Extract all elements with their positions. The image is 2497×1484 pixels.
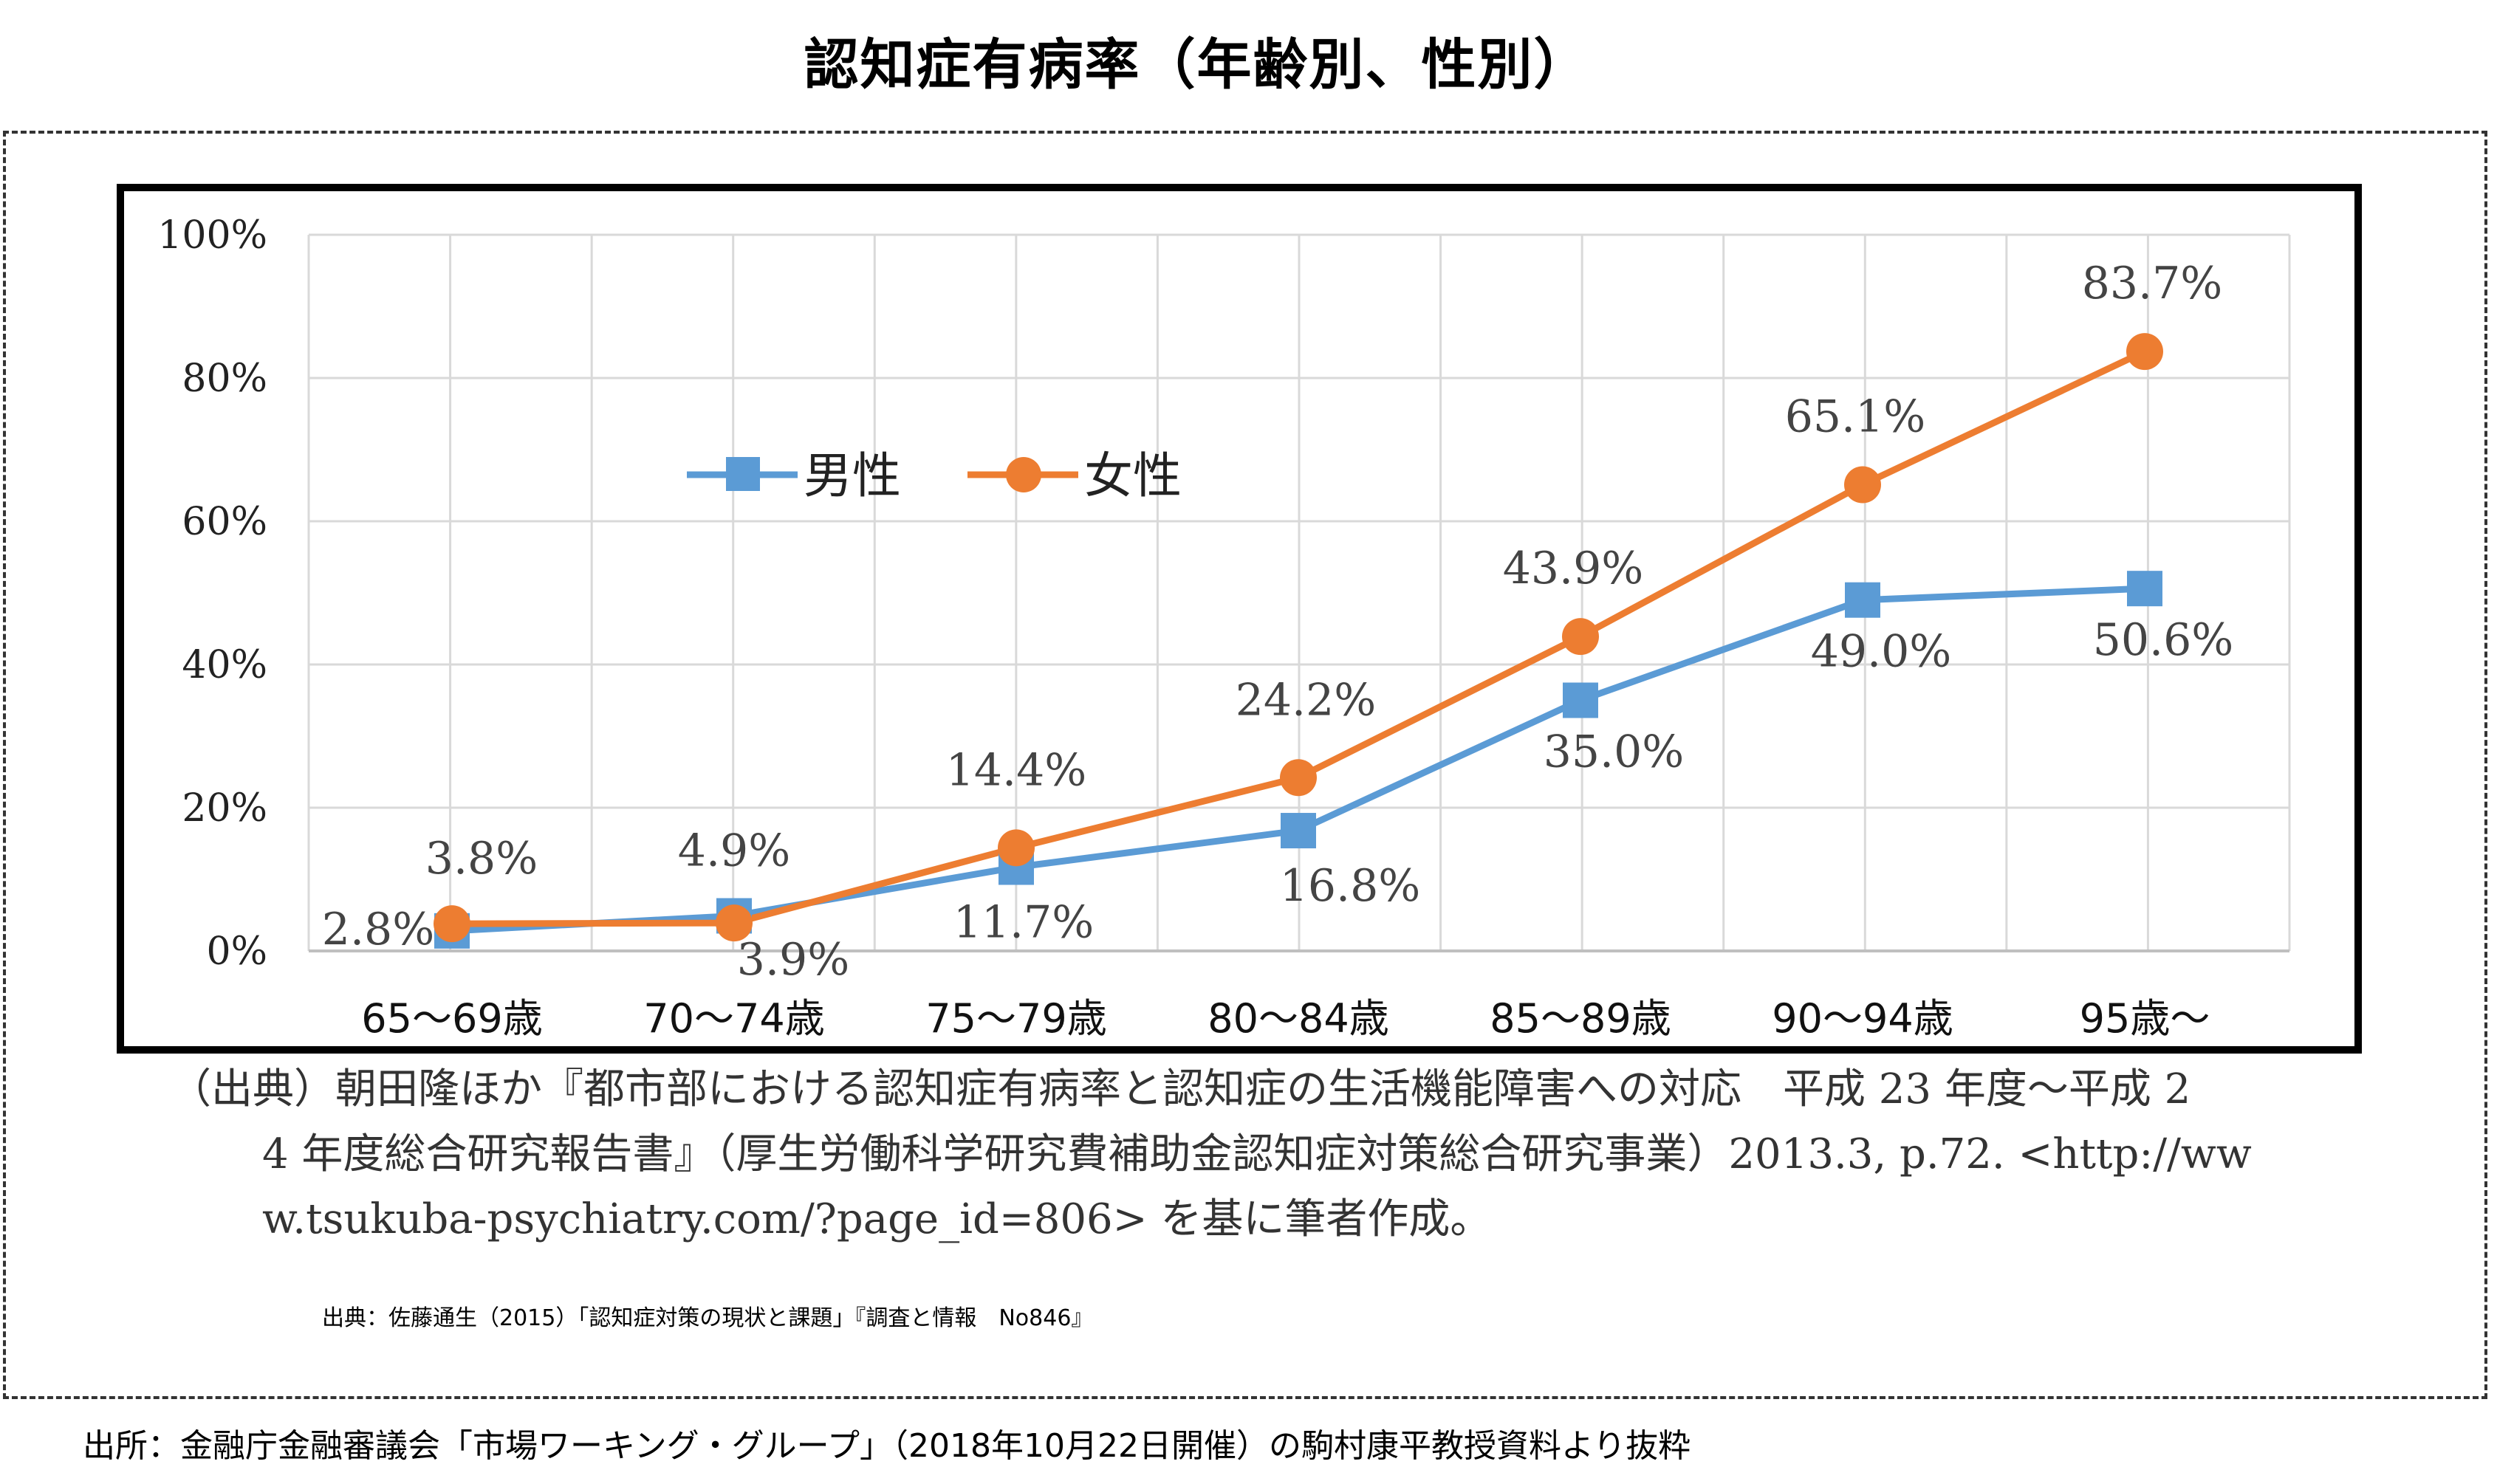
data-label-female: 83.7% (2082, 258, 2223, 309)
data-point-female (1562, 618, 1599, 656)
data-label-male: 35.0% (1544, 726, 1685, 778)
footer-source: 出所：金融庁金融審議会「市場ワーキング・グループ」（2018年10月22日開催）… (83, 1427, 1691, 1465)
page-title: 認知症有病率（年齢別、性別） (804, 33, 1590, 97)
data-point-female (2126, 333, 2163, 371)
data-point-male (2127, 571, 2162, 607)
series (434, 333, 2163, 949)
data-point-female (998, 829, 1035, 867)
data-point-male (1845, 582, 1880, 618)
data-label-male: 49.0% (1811, 626, 1952, 678)
x-tick-label: 80〜84歳 (1208, 995, 1388, 1042)
data-label-male: 16.8% (1280, 860, 1421, 912)
source-note: 出典：佐藤通生（2015）「認知症対策の現状と課題」『調査と情報 No846』 (322, 1305, 1094, 1331)
axes: 0% 20% 40% 60% 80% 100% 65〜69歳 70〜74歳 75〜79歳 80〜8… (157, 213, 2289, 1042)
citation-line-2: 4 年度総合研究報告書』（厚生労働科学研究費補助金認知症対策総合研究事業）201… (262, 1130, 2252, 1178)
x-tick-label: 95歳〜 (2080, 995, 2210, 1042)
y-tick-label: 0% (207, 930, 268, 974)
data-labels: 2.8% 4.9% 11.7% 16.8% 35.0% 49.0% 50.6% 3.8% 3.9… (322, 258, 2234, 986)
x-tick-label: 65〜69歳 (361, 995, 542, 1042)
data-label-male: 50.6% (2093, 614, 2234, 666)
y-tick-label: 20% (182, 786, 267, 831)
data-point-female (1844, 466, 1881, 504)
citation-line-1: （出典）朝田隆ほか『都市部における認知症有病率と認知症の生活機能障害への対応 平… (170, 1065, 2191, 1113)
chart-frame (117, 184, 2362, 1054)
y-tick-label: 60% (182, 500, 267, 544)
data-label-male: 2.8% (322, 904, 434, 955)
data-label-male: 4.9% (678, 825, 790, 876)
x-tick-label: 85〜89歳 (1490, 995, 1671, 1042)
y-tick-label: 80% (182, 357, 267, 401)
line-chart: 0% 20% 40% 60% 80% 100% 65〜69歳 70〜74歳 75〜79歳 80〜8… (157, 213, 2291, 1042)
data-point-female (716, 904, 753, 942)
legend: 男性 女性 (687, 447, 1182, 504)
legend-label: 男性 (804, 447, 901, 504)
legend-label: 女性 (1084, 447, 1182, 504)
data-label-female: 14.4% (946, 744, 1087, 796)
data-point-female (434, 905, 470, 943)
x-tick-label: 90〜94歳 (1772, 995, 1953, 1042)
y-tick-label: 40% (182, 643, 267, 687)
citation-block: （出典）朝田隆ほか『都市部における認知症有病率と認知症の生活機能障害への対応 平… (170, 1057, 2400, 1252)
legend-marker-square (726, 457, 760, 491)
grid (307, 233, 2291, 952)
dashed-figure-border (3, 131, 2487, 1399)
data-point-female (1280, 759, 1317, 797)
data-label-female: 3.8% (425, 833, 538, 884)
y-tick-label: 100% (157, 213, 267, 258)
citation-line-3: w.tsukuba-psychiatry.com/?page_id=806> を… (262, 1195, 1492, 1243)
data-label-female: 24.2% (1236, 674, 1377, 726)
legend-marker-circle (1006, 457, 1041, 492)
data-label-female: 43.9% (1503, 543, 1644, 594)
data-point-male (1563, 682, 1598, 718)
data-label-female: 65.1% (1785, 391, 1926, 443)
x-tick-label: 70〜74歳 (643, 995, 824, 1042)
x-tick-label: 75〜79歳 (925, 995, 1106, 1042)
data-label-male: 11.7% (953, 897, 1095, 949)
data-point-male (1281, 813, 1316, 849)
data-label-female: 3.9% (737, 934, 849, 986)
